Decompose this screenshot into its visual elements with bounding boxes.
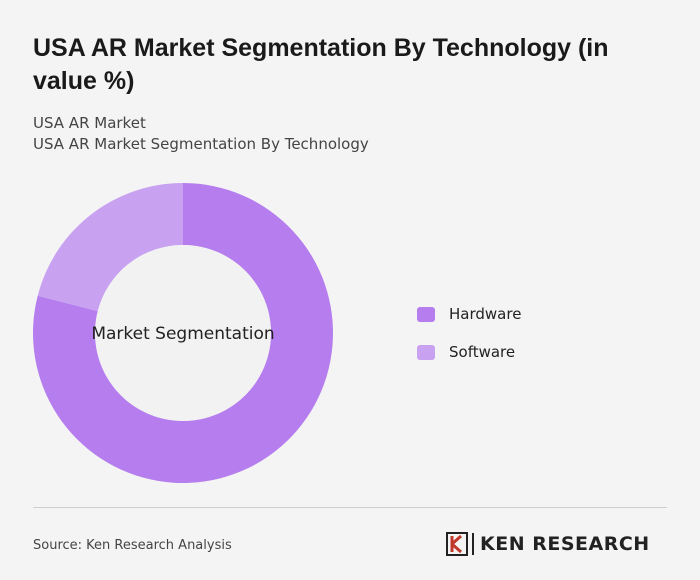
subtitle: USA AR Market Segmentation By Technology bbox=[33, 135, 369, 153]
donut-segment bbox=[37, 183, 183, 312]
logo-text: KEN RESEARCH bbox=[480, 533, 650, 555]
center-label: Market Segmentation bbox=[91, 324, 274, 344]
legend-swatch bbox=[417, 344, 435, 360]
logo: KEN RESEARCH bbox=[446, 532, 650, 556]
legend-swatch bbox=[417, 306, 435, 322]
source-note: Source: Ken Research Analysis bbox=[33, 538, 232, 553]
donut-hole bbox=[95, 245, 271, 421]
legend-item: Hardware bbox=[417, 305, 521, 323]
divider bbox=[33, 507, 667, 508]
legend-label: Hardware bbox=[449, 305, 522, 323]
subtitle: USA AR Market bbox=[33, 114, 146, 132]
legend-label: Software bbox=[449, 343, 516, 361]
donut-segment bbox=[33, 183, 334, 483]
legend-item: Software bbox=[417, 343, 515, 361]
donut-chart: Market Segmentation bbox=[33, 183, 334, 483]
logo-icon bbox=[446, 532, 468, 556]
logo-bar bbox=[472, 533, 474, 555]
chart-title: USA AR Market Segmentation By Technology… bbox=[33, 34, 609, 95]
